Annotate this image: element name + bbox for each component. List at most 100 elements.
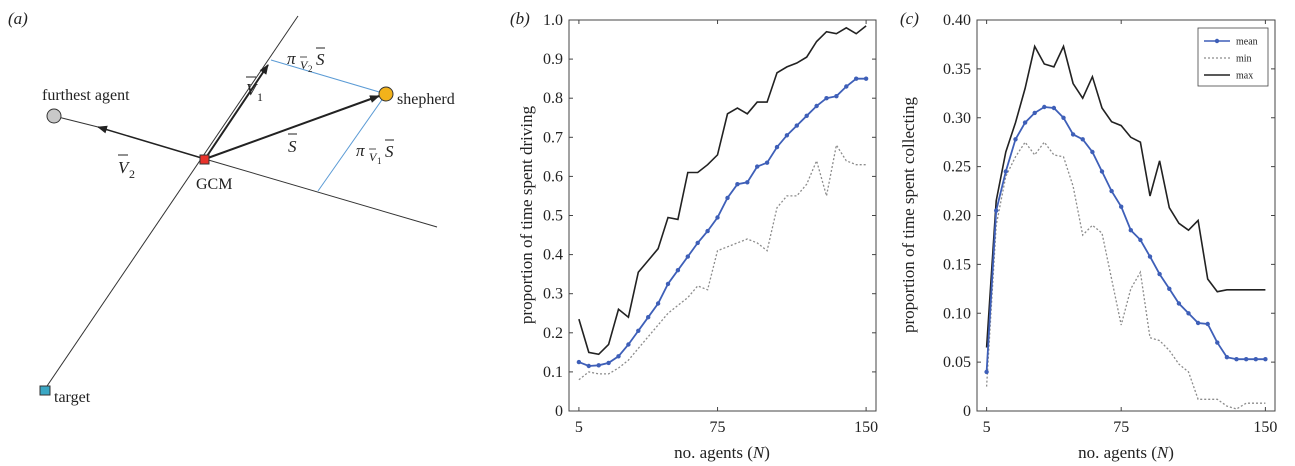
series-mean-point [1080,137,1085,142]
series-mean-point [844,84,849,89]
x-axis-label: no. agents (N) [674,443,770,462]
series-mean-point [655,301,661,306]
x-tick-label: 75 [1113,419,1129,436]
y-tick-label: 0.10 [943,305,971,322]
y-tick-label: 0.5 [543,208,563,225]
x-axis-label: no. agents (N) [1078,443,1174,462]
panel-c-label: (c) [900,9,919,28]
series-mean-point [646,315,651,320]
x-tick-label: 75 [710,419,726,436]
series-mean-point [1224,355,1230,360]
series-mean-line [985,106,1266,372]
svg-text:2: 2 [129,167,135,181]
series-mean-point [1013,137,1018,142]
series-mean-point [1215,340,1220,345]
y-tick-label: 0.40 [943,12,971,29]
svg-text:π: π [356,141,365,160]
series-mean-point [1244,357,1249,362]
y-axis-label: proportion of time spent driving [517,105,536,324]
series-mean-point [1138,237,1143,243]
series-mean-point [834,94,839,99]
series-mean-point [1032,110,1037,116]
series-mean-point [755,164,760,169]
series-min-line [578,143,867,381]
series-mean-line [578,77,867,367]
chart-collecting: (c) proportion of time spent collecting … [899,9,1277,462]
y-tick-label: 0.35 [943,61,971,78]
gcm-marker [199,154,210,165]
series-mean-point [984,369,989,375]
panel-b-label: (b) [510,9,530,28]
series-mean-point [1003,169,1008,174]
y-tick-label: 0.20 [943,208,971,225]
series-mean-point [1157,271,1162,277]
v2-symbol: V 2 [118,154,135,181]
x-tick-label: 150 [854,419,878,436]
series-mean-point [665,281,671,287]
series-mean-point [596,363,601,368]
target-label: target [54,389,91,406]
svg-text:1: 1 [377,156,382,166]
y-tick-label: 0.2 [543,325,563,342]
x-tick-label: 5 [575,419,583,436]
series-mean-point [1128,228,1134,233]
plot-frame [568,19,877,412]
svg-text:2: 2 [308,64,313,74]
series-mean-point [854,76,859,81]
projection-v2-symbol: π V 2 S [287,47,325,74]
series-mean-point [774,144,780,150]
panel-a: (a) furthest agent shepherd GCM target V… [8,9,455,406]
y-tick-label: 0 [555,403,563,420]
series-mean-point [1022,120,1028,125]
y-tick-label: 0.9 [543,51,563,68]
svg-text:S: S [316,50,325,69]
series-mean-point [1119,204,1124,209]
v2-vector-arrow [97,125,206,160]
furthest-agent-label: furthest agent [42,87,130,104]
svg-text:V: V [369,150,378,164]
series-mean-point [1147,254,1153,259]
series-mean-point [1167,286,1172,291]
svg-text:1: 1 [257,90,263,104]
series-mean-point [863,76,869,81]
target-marker [39,385,51,396]
y-tick-label: 0 [963,403,971,420]
shepherd-label: shepherd [397,91,455,108]
series-mean-point [685,254,690,259]
series-mean-point [695,240,700,246]
series-mean-point [636,328,641,333]
series-mean-point [1186,311,1191,316]
legend-label-mean: mean [1236,37,1258,48]
series-mean-point [1090,149,1095,155]
series-mean-point [1263,357,1268,362]
series-mean-point [576,359,582,365]
series-mean-point [1109,188,1114,194]
series-min-line [985,141,1266,410]
v2-axis-line [204,158,438,228]
chart-driving: (b) proportion of time spent driving no.… [510,9,878,462]
series-mean-point [994,208,999,213]
projection-v1-symbol: π V 1 S [356,139,394,166]
s-symbol: S [288,133,297,156]
legend-box [1197,27,1269,87]
v1-vector-arrow [204,64,269,160]
series-mean-point [586,363,591,369]
series-mean-point [626,342,631,347]
series-mean-point [1205,321,1210,327]
y-tick-label: 0.4 [543,247,563,264]
v1-axis-line [44,15,299,390]
x-tick-label: 150 [1253,419,1277,436]
series-mean-point [1195,320,1201,326]
series-max-line [985,44,1266,348]
series-mean-point [814,103,819,109]
projection-v1-line [317,93,387,192]
series-mean-point [616,354,621,359]
series-mean-point [735,182,740,187]
legend-label-min: min [1236,54,1252,65]
svg-text:V: V [300,58,309,72]
series-mean-point [784,133,790,138]
series-mean-point [705,228,710,234]
v1-symbol: V 1 [246,76,263,104]
series-mean-point [745,180,750,185]
